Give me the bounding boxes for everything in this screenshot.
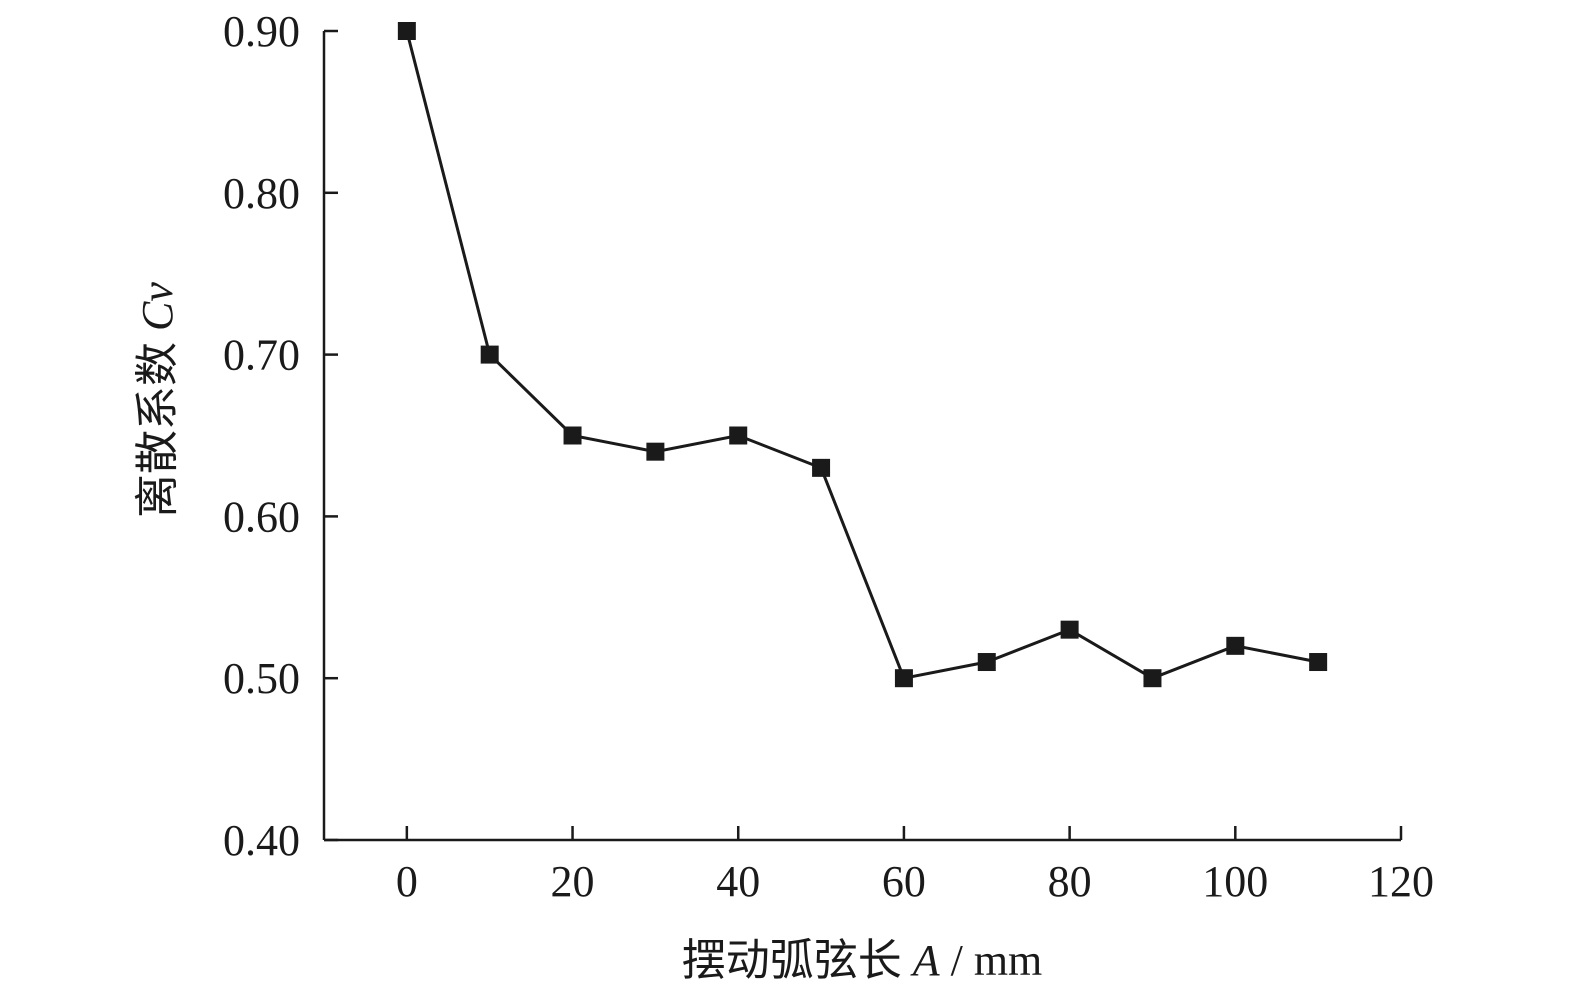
data-point [563, 426, 582, 445]
axes [322, 31, 1401, 842]
data-point [1143, 669, 1162, 688]
data-point [646, 442, 665, 461]
y-tick-label: 0.60 [223, 492, 300, 541]
y-axis-title: 离散系数 Cv [133, 282, 182, 518]
x-tick-label: 120 [1368, 857, 1434, 906]
data-point [480, 345, 499, 364]
x-axis-ticks: 0 20 40 60 80 100 120 [396, 826, 1434, 906]
x-tick-label: 0 [396, 857, 418, 906]
x-tick-label: 60 [882, 857, 926, 906]
x-tick-label: 100 [1202, 857, 1268, 906]
data-point [1226, 636, 1245, 655]
data-point [397, 22, 416, 40]
data-point [729, 426, 748, 445]
y-tick-label: 0.40 [223, 816, 300, 865]
data-point [812, 458, 831, 477]
data-point [894, 669, 913, 688]
x-axis-title: 摆动弧弦长 A / mm [682, 936, 1043, 985]
x-tick-label: 20 [551, 857, 595, 906]
y-tick-label: 0.70 [223, 331, 300, 380]
x-tick-label: 80 [1048, 857, 1092, 906]
y-tick-label: 0.90 [223, 7, 300, 56]
y-axis-ticks: 0.40 0.50 0.60 0.70 0.80 0.90 [223, 7, 338, 865]
x-tick-label: 40 [716, 857, 760, 906]
data-series [397, 22, 1328, 688]
data-point [1309, 653, 1328, 672]
series-line [405, 30, 1319, 680]
data-point [1060, 620, 1079, 639]
y-tick-label: 0.50 [223, 654, 300, 703]
y-tick-label: 0.80 [223, 169, 300, 218]
data-point [977, 653, 996, 672]
